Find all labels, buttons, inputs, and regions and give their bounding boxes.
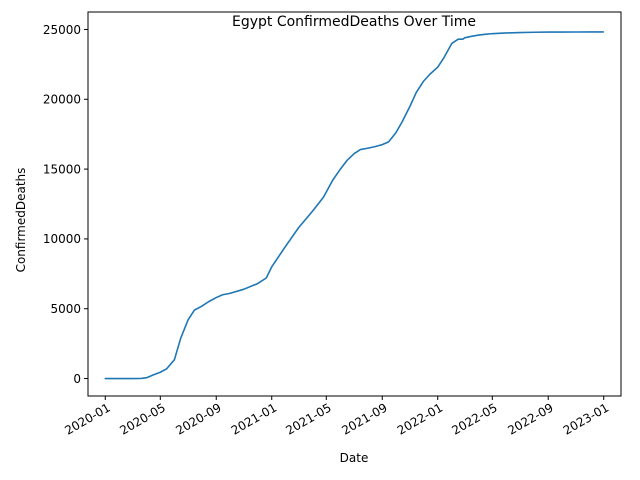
- y-axis-ticks: 0 5000 10000 15000 20000 25000: [43, 23, 88, 386]
- y-tick-label: 10000: [43, 232, 81, 246]
- y-tick-label: 0: [73, 372, 81, 386]
- y-tick-label: 25000: [43, 23, 81, 37]
- x-axis-label: Date: [340, 451, 369, 465]
- y-tick-label: 20000: [43, 93, 81, 107]
- y-tick-label: 5000: [50, 302, 81, 316]
- y-axis-label: ConfirmedDeaths: [14, 168, 28, 273]
- series-line-0: [104, 31, 605, 380]
- plot-frame: [87, 11, 622, 397]
- y-tick-label: 15000: [43, 162, 81, 176]
- plot-series: [104, 31, 605, 380]
- chart-title: Egypt ConfirmedDeaths Over Time: [232, 14, 476, 30]
